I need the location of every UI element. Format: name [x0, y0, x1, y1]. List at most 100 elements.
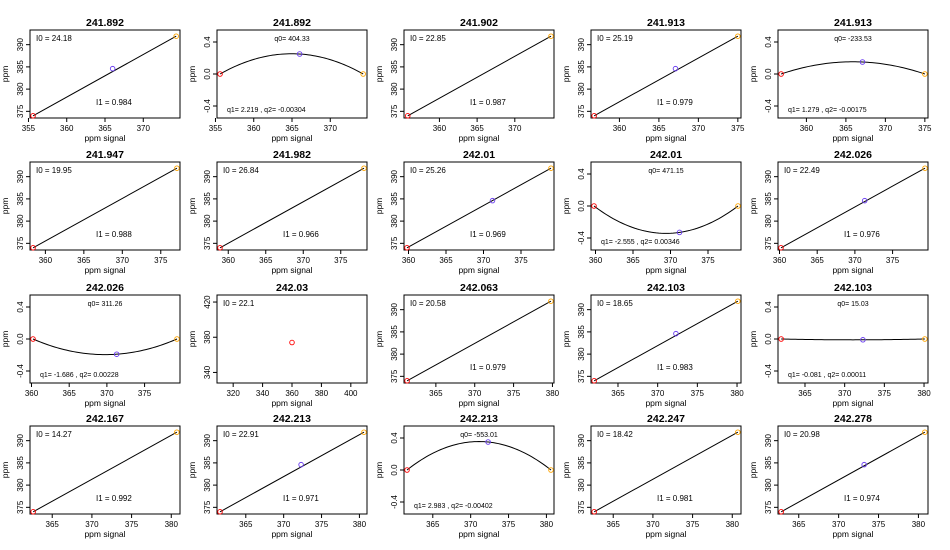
- y-axis-label: ppm: [187, 462, 197, 479]
- annotation-bottom: I1 = 0.971: [283, 494, 319, 503]
- x-tick-label: 370: [879, 124, 893, 133]
- x-tick-label: 340: [256, 389, 270, 398]
- data-point: [548, 467, 554, 473]
- x-tick-label: 380: [546, 389, 560, 398]
- y-axis-label: ppm: [374, 198, 384, 215]
- x-axis-label: ppm signal: [84, 398, 125, 408]
- x-axis-label: ppm signal: [832, 529, 873, 539]
- data-point: [360, 71, 366, 77]
- data-point: [30, 509, 36, 515]
- annotation-top: q0= -553.01: [460, 432, 498, 439]
- data-point: [361, 165, 367, 171]
- panel: 242.167 365 370 375 380 375 380 385 390 ppm signa…: [0, 413, 181, 539]
- x-tick-label: 370: [848, 256, 862, 265]
- x-axis-label: ppm signal: [645, 133, 686, 143]
- y-tick-label: 375: [577, 104, 586, 118]
- x-tick-label: 370: [832, 520, 846, 529]
- y-tick-label: -0.4: [764, 99, 773, 113]
- fit-curve: [406, 441, 552, 471]
- annotation-top: I0 = 22.91: [223, 430, 259, 439]
- y-tick-label: 390: [203, 433, 212, 447]
- annotation-top: I0 = 18.42: [597, 430, 633, 439]
- x-axis-label: ppm signal: [84, 529, 125, 539]
- y-tick-label: 385: [16, 456, 25, 470]
- plot-frame: [403, 29, 555, 119]
- fit-line: [219, 167, 365, 249]
- panel: 242.213 365 370 375 380 -0.4 0.0 0.4 ppm signal p…: [374, 413, 555, 539]
- x-tick-label: 375: [731, 124, 745, 133]
- panel: 242.278 365 370 375 380 375 380 385 390 ppm signa…: [748, 413, 929, 539]
- plot-frame: [216, 29, 368, 119]
- plot-frame: [590, 294, 742, 384]
- y-tick-label: 375: [16, 236, 25, 250]
- y-tick-label: 385: [577, 325, 586, 339]
- fit-curve: [781, 61, 925, 75]
- panel: 241.892 355 360 365 370 -0.4 0.0 0.4 ppm signal p…: [187, 17, 368, 143]
- data-point: [30, 336, 36, 342]
- x-axis-label: ppm signal: [458, 398, 499, 408]
- y-tick-label: 380: [16, 478, 25, 492]
- y-tick-label: 0.4: [764, 301, 773, 313]
- x-axis-label: ppm signal: [645, 529, 686, 539]
- y-tick-label: 375: [203, 500, 212, 514]
- plot-frame: [590, 161, 742, 251]
- data-point: [217, 71, 223, 77]
- x-tick-label: 365: [63, 389, 77, 398]
- y-tick-label: 420: [203, 295, 212, 309]
- y-tick-label: 0.0: [764, 333, 773, 345]
- x-tick-label: 375: [514, 256, 528, 265]
- x-tick-label: 365: [839, 124, 853, 133]
- y-tick-label: -0.4: [764, 364, 773, 378]
- x-tick-label: 360: [773, 256, 787, 265]
- annotation-bottom: q1= 2.983 , q2= -0.00402: [414, 503, 493, 510]
- panel: 242.063 365 370 375 380 375 380 385 390 ppm signa…: [374, 282, 560, 408]
- panel: 242.247 365 370 375 380 375 380 385 390 ppm signa…: [561, 413, 742, 539]
- annotation-bottom: I1 = 0.974: [844, 494, 880, 503]
- y-tick-label: 390: [16, 37, 25, 51]
- y-tick-label: 385: [16, 60, 25, 74]
- y-tick-label: 375: [390, 236, 399, 250]
- y-axis-label: ppm: [374, 331, 384, 348]
- y-tick-label: 375: [577, 369, 586, 383]
- x-tick-label: 380: [165, 520, 179, 529]
- panel-title: 242.063: [460, 282, 498, 294]
- y-tick-label: 390: [577, 37, 586, 51]
- x-tick-label: 375: [691, 389, 705, 398]
- x-tick-label: 380: [912, 520, 926, 529]
- panel: 241.913 360 365 370 375 375 380 385 390 ppm signa…: [561, 17, 745, 143]
- x-tick-label: 360: [285, 389, 299, 398]
- annotation-top: q0= -233.53: [834, 36, 872, 43]
- x-tick-label: 360: [613, 124, 627, 133]
- y-tick-label: 0.0: [764, 68, 773, 80]
- x-tick-label: 370: [297, 256, 311, 265]
- annotation-bottom: q1= 2.219 , q2= -0.00304: [227, 107, 306, 114]
- x-tick-label: 320: [226, 389, 240, 398]
- annotation-bottom: I1 = 0.984: [96, 98, 132, 107]
- annotation-bottom: I1 = 0.979: [657, 98, 693, 107]
- x-tick-label: 365: [792, 520, 806, 529]
- panel-title: 242.167: [86, 413, 124, 425]
- x-tick-label: 380: [730, 389, 744, 398]
- x-axis-label: ppm signal: [832, 133, 873, 143]
- y-axis-label: ppm: [561, 66, 571, 83]
- y-axis-label: ppm: [748, 198, 758, 215]
- y-tick-label: 390: [16, 433, 25, 447]
- data-point: [405, 113, 411, 119]
- panel-title: 242.278: [834, 413, 872, 425]
- y-tick-label: 0.4: [390, 432, 399, 444]
- data-point: [778, 509, 784, 515]
- y-tick-label: 385: [764, 456, 773, 470]
- x-tick-label: 370: [137, 124, 151, 133]
- x-axis-label: ppm signal: [271, 398, 312, 408]
- annotation-bottom: I1 = 0.992: [96, 494, 132, 503]
- x-tick-label: 380: [315, 389, 329, 398]
- y-axis-label: ppm: [374, 462, 384, 479]
- data-point: [859, 59, 866, 65]
- panel: 242.01 360 365 370 375 -0.4 0.0 0.4 ppm signal pp…: [561, 149, 742, 275]
- panel: 241.902 360 365 370 375 380 385 390 ppm signal pp…: [374, 17, 555, 143]
- y-tick-label: 385: [203, 192, 212, 206]
- panel: 242.103 365 370 375 380 -0.4 0.0 0.4 ppm signal p…: [748, 282, 931, 408]
- plot-frame: [590, 425, 742, 515]
- y-tick-label: 390: [577, 433, 586, 447]
- x-tick-label: 365: [626, 256, 640, 265]
